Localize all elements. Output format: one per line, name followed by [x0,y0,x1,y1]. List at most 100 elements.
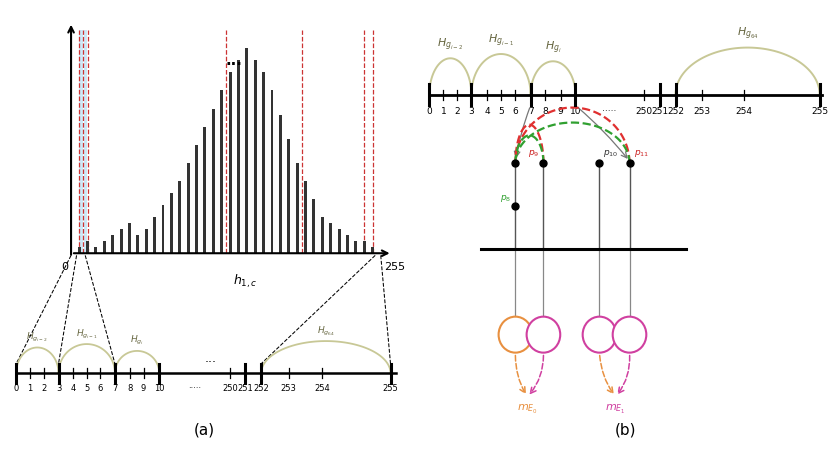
Text: 250: 250 [222,384,238,393]
Bar [84,30,88,253]
Bar [145,229,148,253]
Text: 251: 251 [238,384,254,393]
Bar [254,60,257,253]
Circle shape [526,317,560,353]
Bar [270,91,274,253]
Bar [153,217,156,253]
Bar [128,223,131,253]
Text: 4: 4 [70,384,76,393]
Text: $H_{g_{i-2}}$: $H_{g_{i-2}}$ [27,331,48,344]
Bar [187,163,189,253]
Text: 0: 0 [426,107,432,116]
Bar [86,241,89,253]
Text: $H_{g_{64}}$: $H_{g_{64}}$ [736,26,758,42]
Text: $p_8$: $p_8$ [500,193,511,204]
Bar [137,235,139,253]
Text: 6: 6 [513,107,518,116]
Bar [287,139,290,253]
Text: 2: 2 [455,107,460,116]
Bar [346,235,349,253]
Bar [329,223,332,253]
Bar [296,163,299,253]
Text: (b): (b) [615,423,636,437]
Text: 8: 8 [127,384,133,393]
Text: $p_{10}$: $p_{10}$ [604,148,619,159]
Bar [321,217,324,253]
Text: ...: ... [204,352,216,365]
Bar [245,48,249,253]
Bar [262,72,265,253]
Text: 254: 254 [735,107,752,116]
Text: 1: 1 [28,384,33,393]
Text: 255: 255 [811,107,828,116]
Text: 0: 0 [13,384,19,393]
Text: 8: 8 [543,107,548,116]
Bar [313,199,315,253]
Bar [119,229,123,253]
Text: $p_9$: $p_9$ [528,148,540,159]
Text: 254: 254 [314,384,329,393]
Circle shape [613,317,646,353]
Text: 0: 0 [62,262,68,272]
Bar [371,247,374,253]
Bar [178,181,181,253]
Text: 9: 9 [141,384,146,393]
Text: 253: 253 [693,107,710,116]
Text: 8: 8 [512,330,519,340]
Text: 10: 10 [154,384,164,393]
Circle shape [583,317,616,353]
Bar [338,229,340,253]
Bar [279,115,282,253]
Text: 251: 251 [651,107,668,116]
Bar [354,241,357,253]
Bar [212,109,215,253]
Text: $H_{g_{i-1}}$: $H_{g_{i-1}}$ [488,32,515,49]
Bar [363,241,365,253]
Bar [94,247,98,253]
Text: ...: ... [225,53,242,68]
Bar [220,91,224,253]
Text: 5: 5 [84,384,89,393]
Bar [229,72,232,253]
Bar [203,127,206,253]
Bar [304,181,307,253]
Text: ·····: ····· [602,107,616,116]
Text: 10: 10 [570,107,581,116]
Text: 252: 252 [254,384,269,393]
Text: $H_{g_i}$: $H_{g_i}$ [545,40,561,56]
Text: 11: 11 [622,330,636,340]
Bar [111,235,114,253]
Text: 1: 1 [440,107,446,116]
Text: 253: 253 [281,384,297,393]
Text: 3: 3 [56,384,61,393]
Text: 250: 250 [635,107,652,116]
Text: 252: 252 [667,107,684,116]
Text: $m_{E_1}$: $m_{E_1}$ [605,403,626,416]
Bar [162,205,164,253]
Text: $H_{g_{i-2}}$: $H_{g_{i-2}}$ [437,37,464,53]
Bar [78,247,81,253]
Text: 9: 9 [558,107,564,116]
Text: ·····: ····· [188,384,201,393]
Text: $p_{11}$: $p_{11}$ [634,148,649,159]
Text: 255: 255 [383,384,399,393]
Text: 6: 6 [98,384,103,393]
Text: 5: 5 [499,107,505,116]
Circle shape [499,317,532,353]
Text: 2: 2 [41,384,46,393]
Text: $m_{E_0}$: $m_{E_0}$ [517,403,538,416]
Text: 7: 7 [528,107,534,116]
Bar [237,60,240,253]
Bar [170,193,173,253]
Text: $H_{g_{i-1}}$: $H_{g_{i-1}}$ [76,327,98,341]
Bar [195,145,198,253]
Text: (a): (a) [193,423,215,437]
Text: 10: 10 [592,330,606,340]
Bar [79,30,83,253]
Text: 7: 7 [113,384,118,393]
Text: 3: 3 [469,107,475,116]
Text: $h_{1,c}$: $h_{1,c}$ [234,272,258,290]
Text: 255: 255 [384,262,405,272]
Text: 9: 9 [540,330,547,340]
Text: 4: 4 [485,107,490,116]
